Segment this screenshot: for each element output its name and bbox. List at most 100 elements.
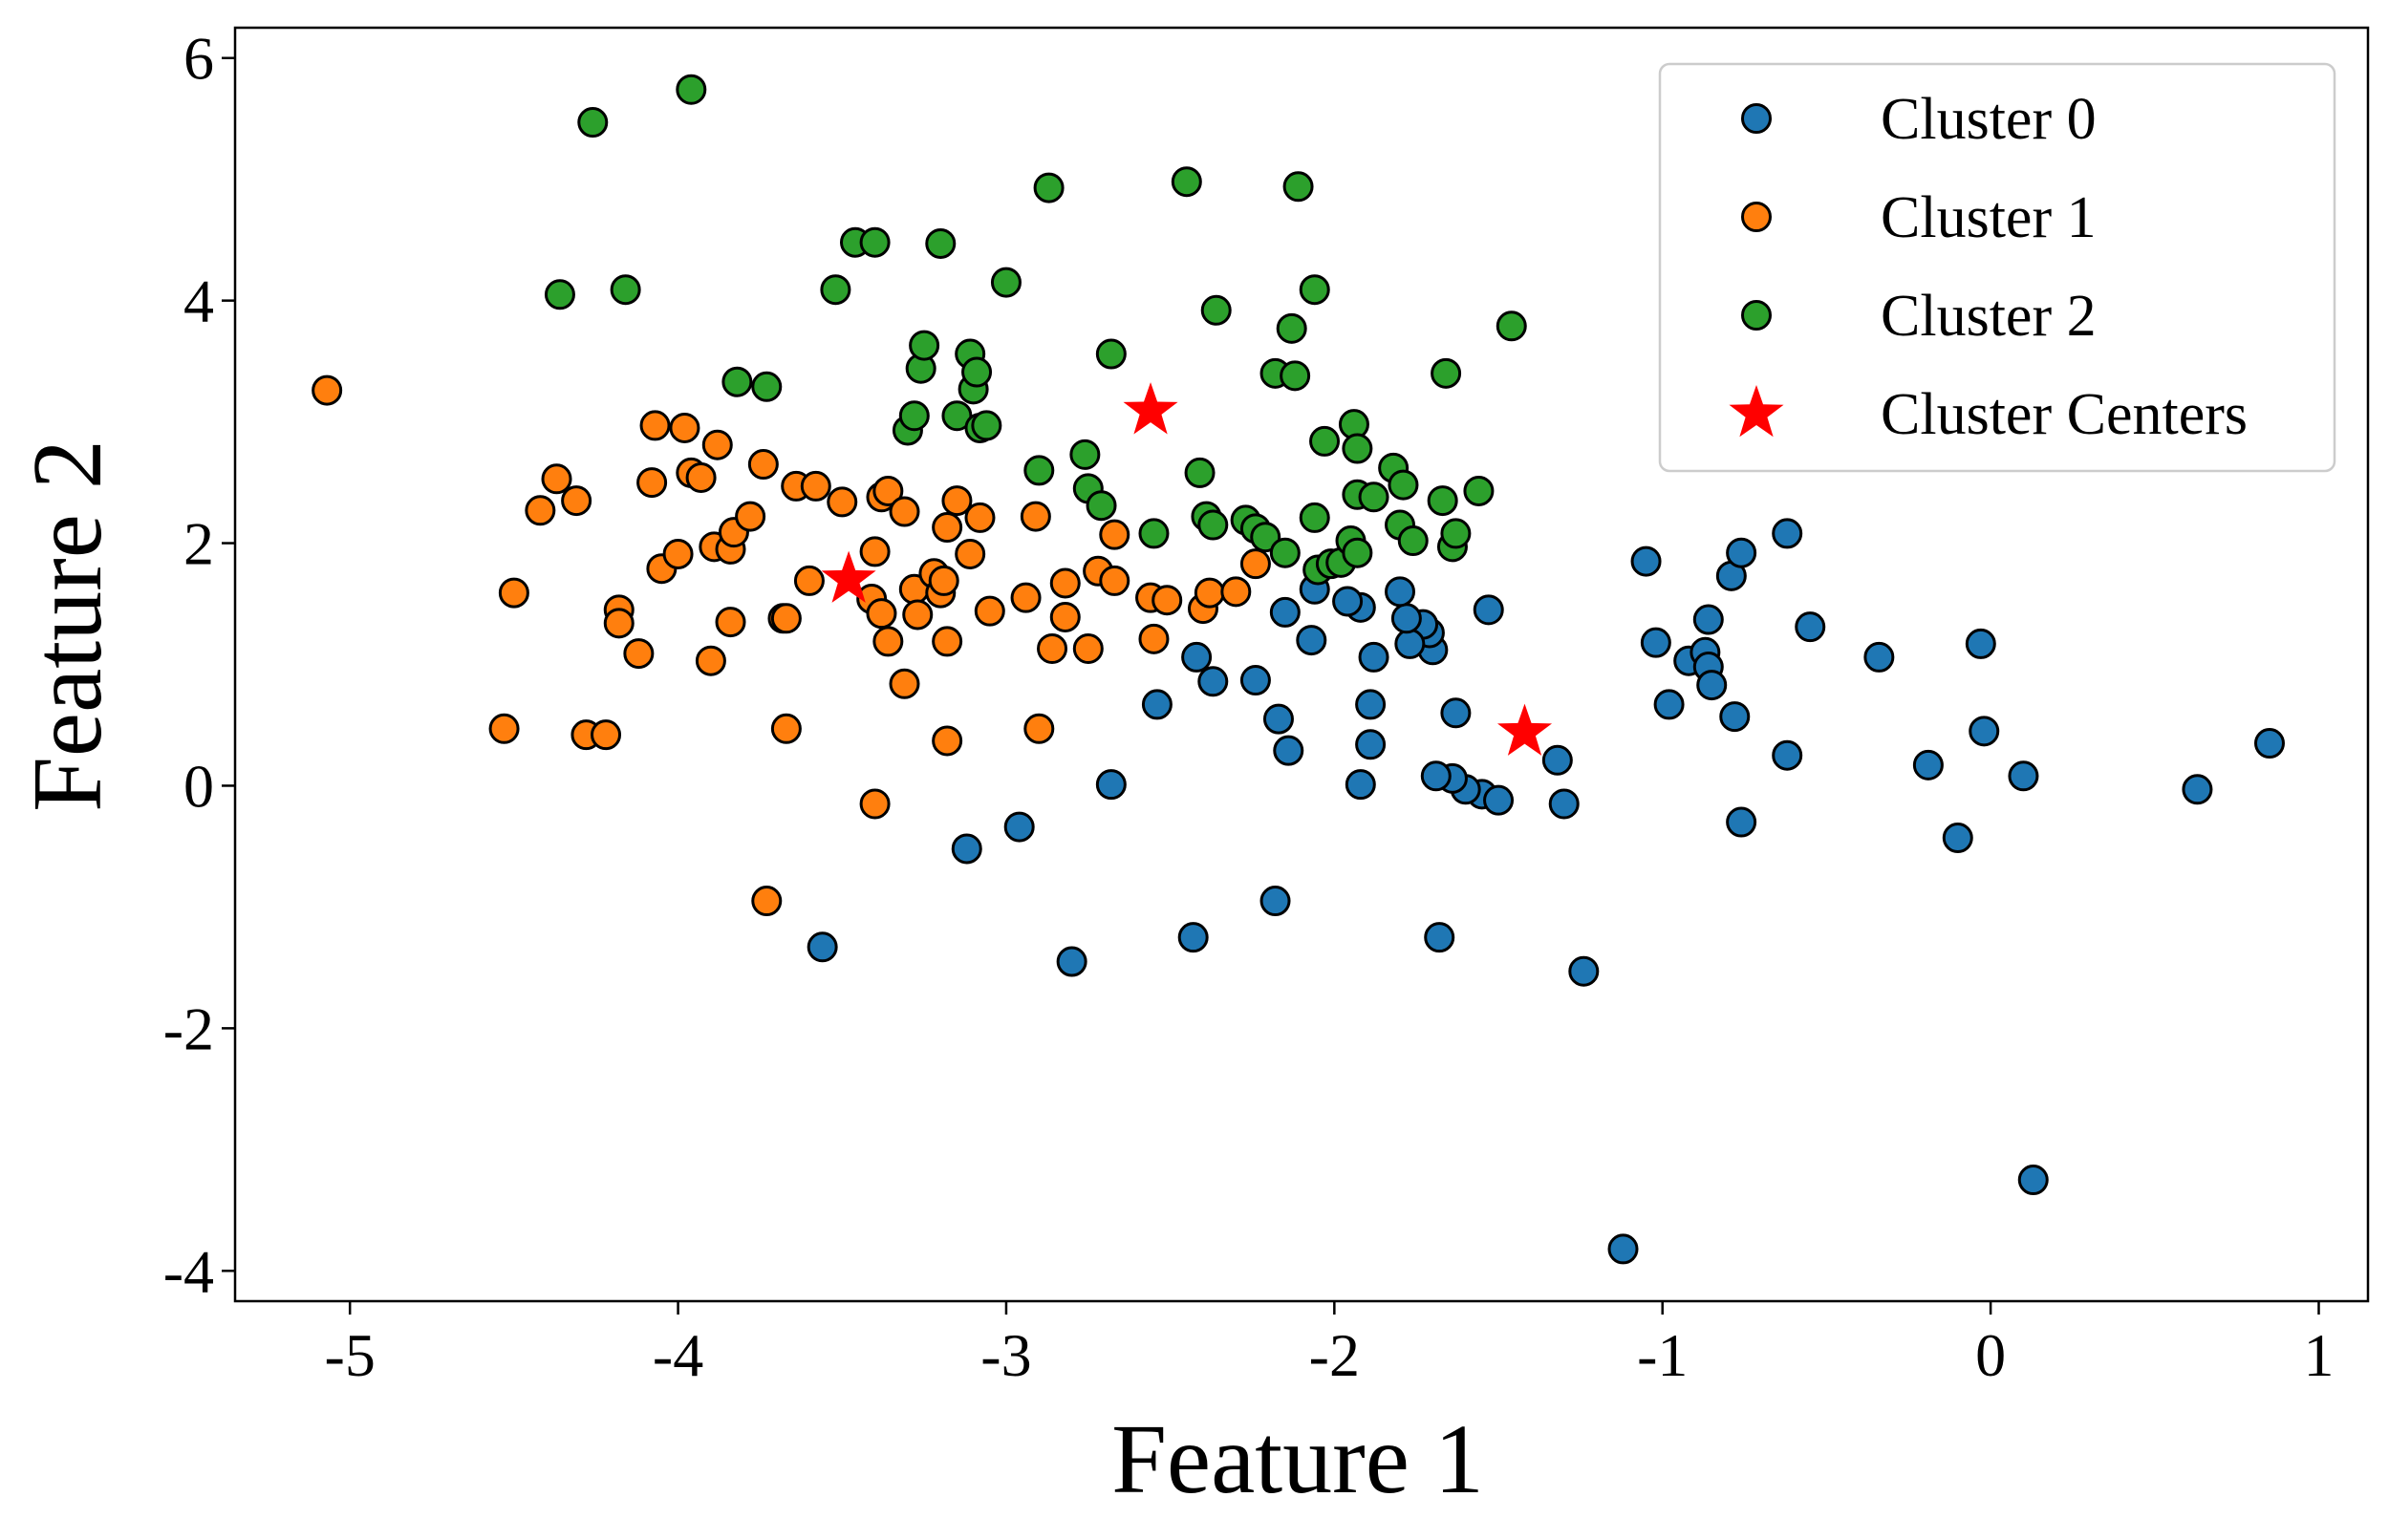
data-point xyxy=(1440,697,1472,729)
data-point xyxy=(902,599,934,631)
data-point xyxy=(941,485,973,517)
series-cluster-0 xyxy=(807,518,2285,1265)
data-point xyxy=(1023,455,1055,486)
data-point xyxy=(636,467,668,499)
data-point xyxy=(1259,886,1291,917)
data-point xyxy=(488,713,520,744)
data-point xyxy=(1424,922,1455,953)
data-point xyxy=(1440,518,1472,549)
data-point xyxy=(971,410,1002,441)
data-point xyxy=(800,470,831,502)
data-point xyxy=(859,536,891,567)
data-point xyxy=(1358,641,1389,673)
data-point xyxy=(1072,632,1104,664)
data-point xyxy=(1483,784,1515,816)
data-point xyxy=(735,501,766,532)
data-point xyxy=(1197,666,1229,697)
cluster-center-star xyxy=(821,550,876,603)
data-point xyxy=(2253,728,2285,759)
data-point xyxy=(1056,946,1087,977)
data-point xyxy=(889,668,920,699)
data-point xyxy=(928,565,959,596)
data-point xyxy=(1095,338,1127,370)
data-point xyxy=(1394,628,1426,659)
data-point xyxy=(498,577,529,609)
data-point xyxy=(951,833,982,865)
data-point xyxy=(1194,577,1225,609)
data-point xyxy=(1640,627,1671,658)
data-point xyxy=(964,502,996,533)
data-point xyxy=(1431,357,1462,389)
data-point xyxy=(770,603,802,634)
data-point xyxy=(1171,166,1202,198)
plot-frame xyxy=(233,26,2370,1303)
data-point xyxy=(1912,749,1944,781)
legend-item: Cluster 1 xyxy=(1741,185,2097,250)
data-point xyxy=(1390,603,1422,634)
data-point xyxy=(1020,501,1051,532)
data-point xyxy=(701,429,733,460)
data-point xyxy=(1969,716,2000,747)
data-point xyxy=(1397,525,1429,557)
x-tick-label: -3 xyxy=(980,1321,1031,1389)
data-point xyxy=(1177,922,1209,953)
series-cluster-centers xyxy=(821,382,1553,756)
data-point xyxy=(1049,601,1081,632)
data-point xyxy=(1069,438,1101,470)
data-point xyxy=(1548,788,1580,820)
data-point xyxy=(909,330,940,361)
data-point xyxy=(1385,576,1416,608)
data-point xyxy=(1726,806,1757,838)
data-point xyxy=(577,107,609,139)
data-point xyxy=(751,886,783,917)
x-tick-label: -2 xyxy=(1309,1321,1360,1389)
data-point xyxy=(1010,582,1042,613)
data-point xyxy=(990,267,1022,298)
data-point xyxy=(1630,545,1662,577)
data-point xyxy=(1568,955,1600,987)
data-point xyxy=(1239,548,1271,580)
data-point xyxy=(1772,518,1803,549)
data-point xyxy=(1250,522,1281,553)
data-point xyxy=(1541,744,1573,776)
data-point xyxy=(974,595,1005,627)
data-point xyxy=(1299,274,1330,306)
data-point xyxy=(932,626,963,657)
data-point xyxy=(1095,769,1127,801)
data-point xyxy=(1138,623,1170,654)
data-point xyxy=(1496,310,1527,342)
data-point xyxy=(866,598,897,630)
data-point xyxy=(1342,433,1373,464)
data-point xyxy=(898,400,930,432)
legend-item: Cluster Centers xyxy=(1729,382,2248,447)
data-point xyxy=(312,374,343,406)
data-point xyxy=(1299,502,1330,533)
data-point xyxy=(2017,1165,2049,1196)
data-point xyxy=(1239,665,1271,696)
data-point xyxy=(1942,823,1973,854)
data-point xyxy=(1463,475,1495,506)
data-point xyxy=(1141,689,1173,720)
data-point xyxy=(1086,490,1117,522)
data-point xyxy=(1138,518,1170,549)
data-point xyxy=(1276,312,1307,344)
data-point xyxy=(2182,774,2213,805)
data-point xyxy=(695,645,726,676)
data-point xyxy=(685,461,717,493)
data-point xyxy=(925,227,957,259)
data-point xyxy=(603,608,635,639)
legend-circle-marker xyxy=(1741,300,1772,331)
data-points xyxy=(312,74,2285,1265)
cluster-center-star xyxy=(1123,382,1178,435)
legend: Cluster 0 Cluster 1 Cluster 2 Cluster Cente… xyxy=(1658,62,2336,473)
data-point xyxy=(1296,625,1327,656)
legend-label: Cluster 0 xyxy=(1881,87,2097,152)
y-axis-title: Feature 2 xyxy=(12,439,122,812)
data-point xyxy=(669,412,700,443)
data-point xyxy=(544,279,575,310)
x-tick-label: 1 xyxy=(2303,1321,2334,1389)
y-tick-label: -4 xyxy=(163,1237,214,1305)
x-tick-label: -1 xyxy=(1637,1321,1688,1389)
data-point xyxy=(1342,537,1373,568)
